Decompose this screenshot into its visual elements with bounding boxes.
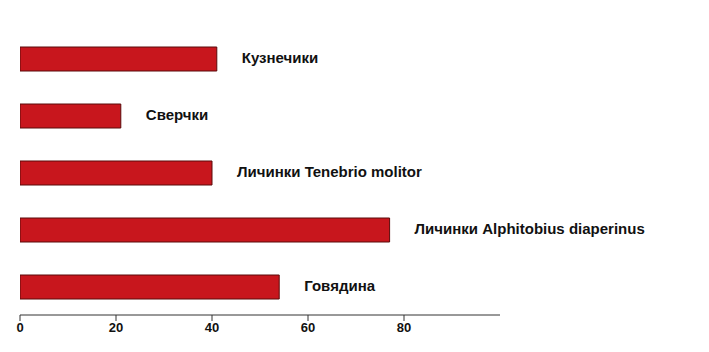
svg-text:80: 80 <box>397 320 411 335</box>
svg-text:Личинки Tenebrio molitor: Личинки Tenebrio molitor <box>237 163 422 180</box>
svg-text:20: 20 <box>109 320 123 335</box>
svg-text:Сверчки: Сверчки <box>146 106 208 123</box>
svg-text:60: 60 <box>301 320 315 335</box>
svg-text:0: 0 <box>16 320 23 335</box>
svg-text:Личинки Alphitobius diaperinus: Личинки Alphitobius diaperinus <box>415 220 645 237</box>
svg-text:Говядина: Говядина <box>304 277 375 294</box>
svg-text:Кузнечики: Кузнечики <box>242 49 318 66</box>
svg-text:40: 40 <box>205 320 219 335</box>
